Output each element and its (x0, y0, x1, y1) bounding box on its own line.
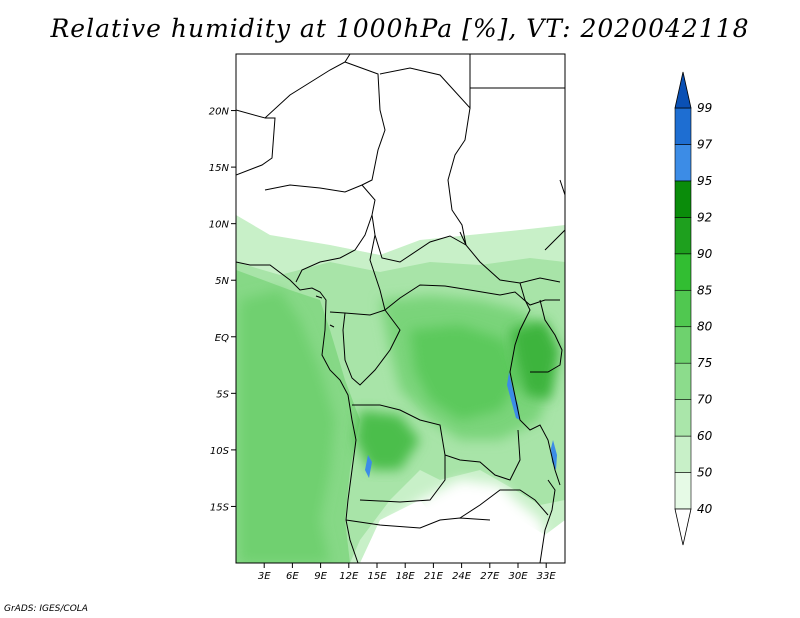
colorbar-segment (674, 472, 692, 510)
lon-axis: 3E 6E 9E 12E 15E 18E 21E 24E 27E 30E 33E (258, 563, 557, 582)
lat-axis: 20N 15N 10N 5N EQ 5S 10S 15S (209, 107, 236, 513)
colorbar: 40 50 60 70 75 80 85 90 92 95 97 99 (674, 71, 713, 546)
border-chad-sudan (447, 107, 471, 246)
lon-tick-label: 30E (508, 571, 528, 582)
humidity-region-85-south (355, 410, 420, 470)
humidity-field (236, 54, 565, 563)
border-chad-car (371, 214, 561, 284)
lon-tick-label: 15E (367, 571, 387, 582)
colorbar-segment (674, 217, 692, 255)
border-sahara (236, 54, 351, 119)
colorbar-segment (674, 399, 692, 437)
border-car-drc (384, 284, 560, 311)
border-angola-zambia (359, 455, 446, 503)
country-borders (236, 54, 565, 563)
border-namibia (345, 517, 491, 529)
colorbar-label: 92 (697, 210, 712, 224)
colorbar-min-arrow (674, 508, 692, 546)
colorbar-segment (674, 362, 692, 400)
colorbar-label: 99 (697, 101, 712, 115)
lon-tick-label: 18E (396, 571, 416, 582)
border-east (509, 282, 561, 486)
lon-tick-label: 9E (314, 571, 327, 582)
lon-tick-label: 3E (258, 571, 271, 582)
lon-tick-label: 27E (480, 571, 500, 582)
colorbar-label: 50 (697, 466, 713, 480)
colorbar-segment (674, 144, 692, 182)
lon-tick-label: 33E (537, 571, 557, 582)
map-title: Relative humidity at 1000hPa [%], VT: 20… (50, 14, 750, 43)
lake-kariba (365, 455, 372, 478)
humidity-region-85 (410, 325, 520, 420)
border-mozambique (539, 479, 556, 563)
credit-text: GrADS: IGES/COLA (4, 604, 88, 614)
colorbar-segment (674, 253, 692, 291)
colorbar-label: 90 (697, 247, 713, 261)
lat-tick-label: 5N (215, 276, 229, 287)
coastline-west (236, 261, 359, 563)
colorbar-segment (674, 180, 692, 218)
lat-tick-label: 5S (216, 389, 229, 400)
border-gulf-islands (315, 295, 335, 328)
border-libya (379, 54, 471, 110)
lon-tick-label: 6E (286, 571, 299, 582)
colorbar-label: 95 (697, 174, 712, 188)
map-frame (235, 53, 566, 564)
lon-tick-label: 21E (424, 571, 444, 582)
border-zambia-south (459, 489, 549, 519)
border-ethiopia (544, 179, 565, 251)
colorbar-label: 97 (697, 137, 713, 151)
colorbar-segment (674, 289, 692, 328)
humidity-region-80-ocean (240, 290, 335, 563)
border-uganda-kenya (530, 299, 563, 373)
colorbar-label: 70 (697, 393, 713, 407)
colorbar-segment (674, 107, 692, 145)
colorbar-label: 80 (697, 320, 713, 334)
border-congo (342, 309, 401, 386)
lat-tick-label: 10S (210, 446, 230, 457)
colorbar-segment (674, 326, 692, 364)
lon-tick-label: 12E (339, 571, 359, 582)
humidity-region-90-east (510, 320, 560, 400)
colorbar-max-arrow (674, 71, 692, 109)
colorbar-label: 40 (697, 502, 713, 516)
border-niger-north (344, 61, 386, 186)
lat-tick-label: 10N (209, 220, 230, 231)
lat-tick-label: EQ (215, 333, 229, 344)
lake-tanganyika (507, 372, 520, 420)
colorbar-label: 85 (697, 283, 712, 297)
colorbar-label: 75 (697, 356, 712, 370)
border-drc-angola (352, 404, 521, 481)
lat-tick-label: 15S (210, 502, 230, 513)
colorbar-segment (674, 435, 692, 473)
lon-tick-label: 24E (452, 571, 472, 582)
lat-tick-label: 15N (209, 163, 230, 174)
border-niger-mali (236, 117, 276, 176)
lake-malawi (551, 440, 557, 470)
lat-tick-label: 20N (209, 107, 230, 118)
colorbar-label: 60 (697, 429, 713, 443)
